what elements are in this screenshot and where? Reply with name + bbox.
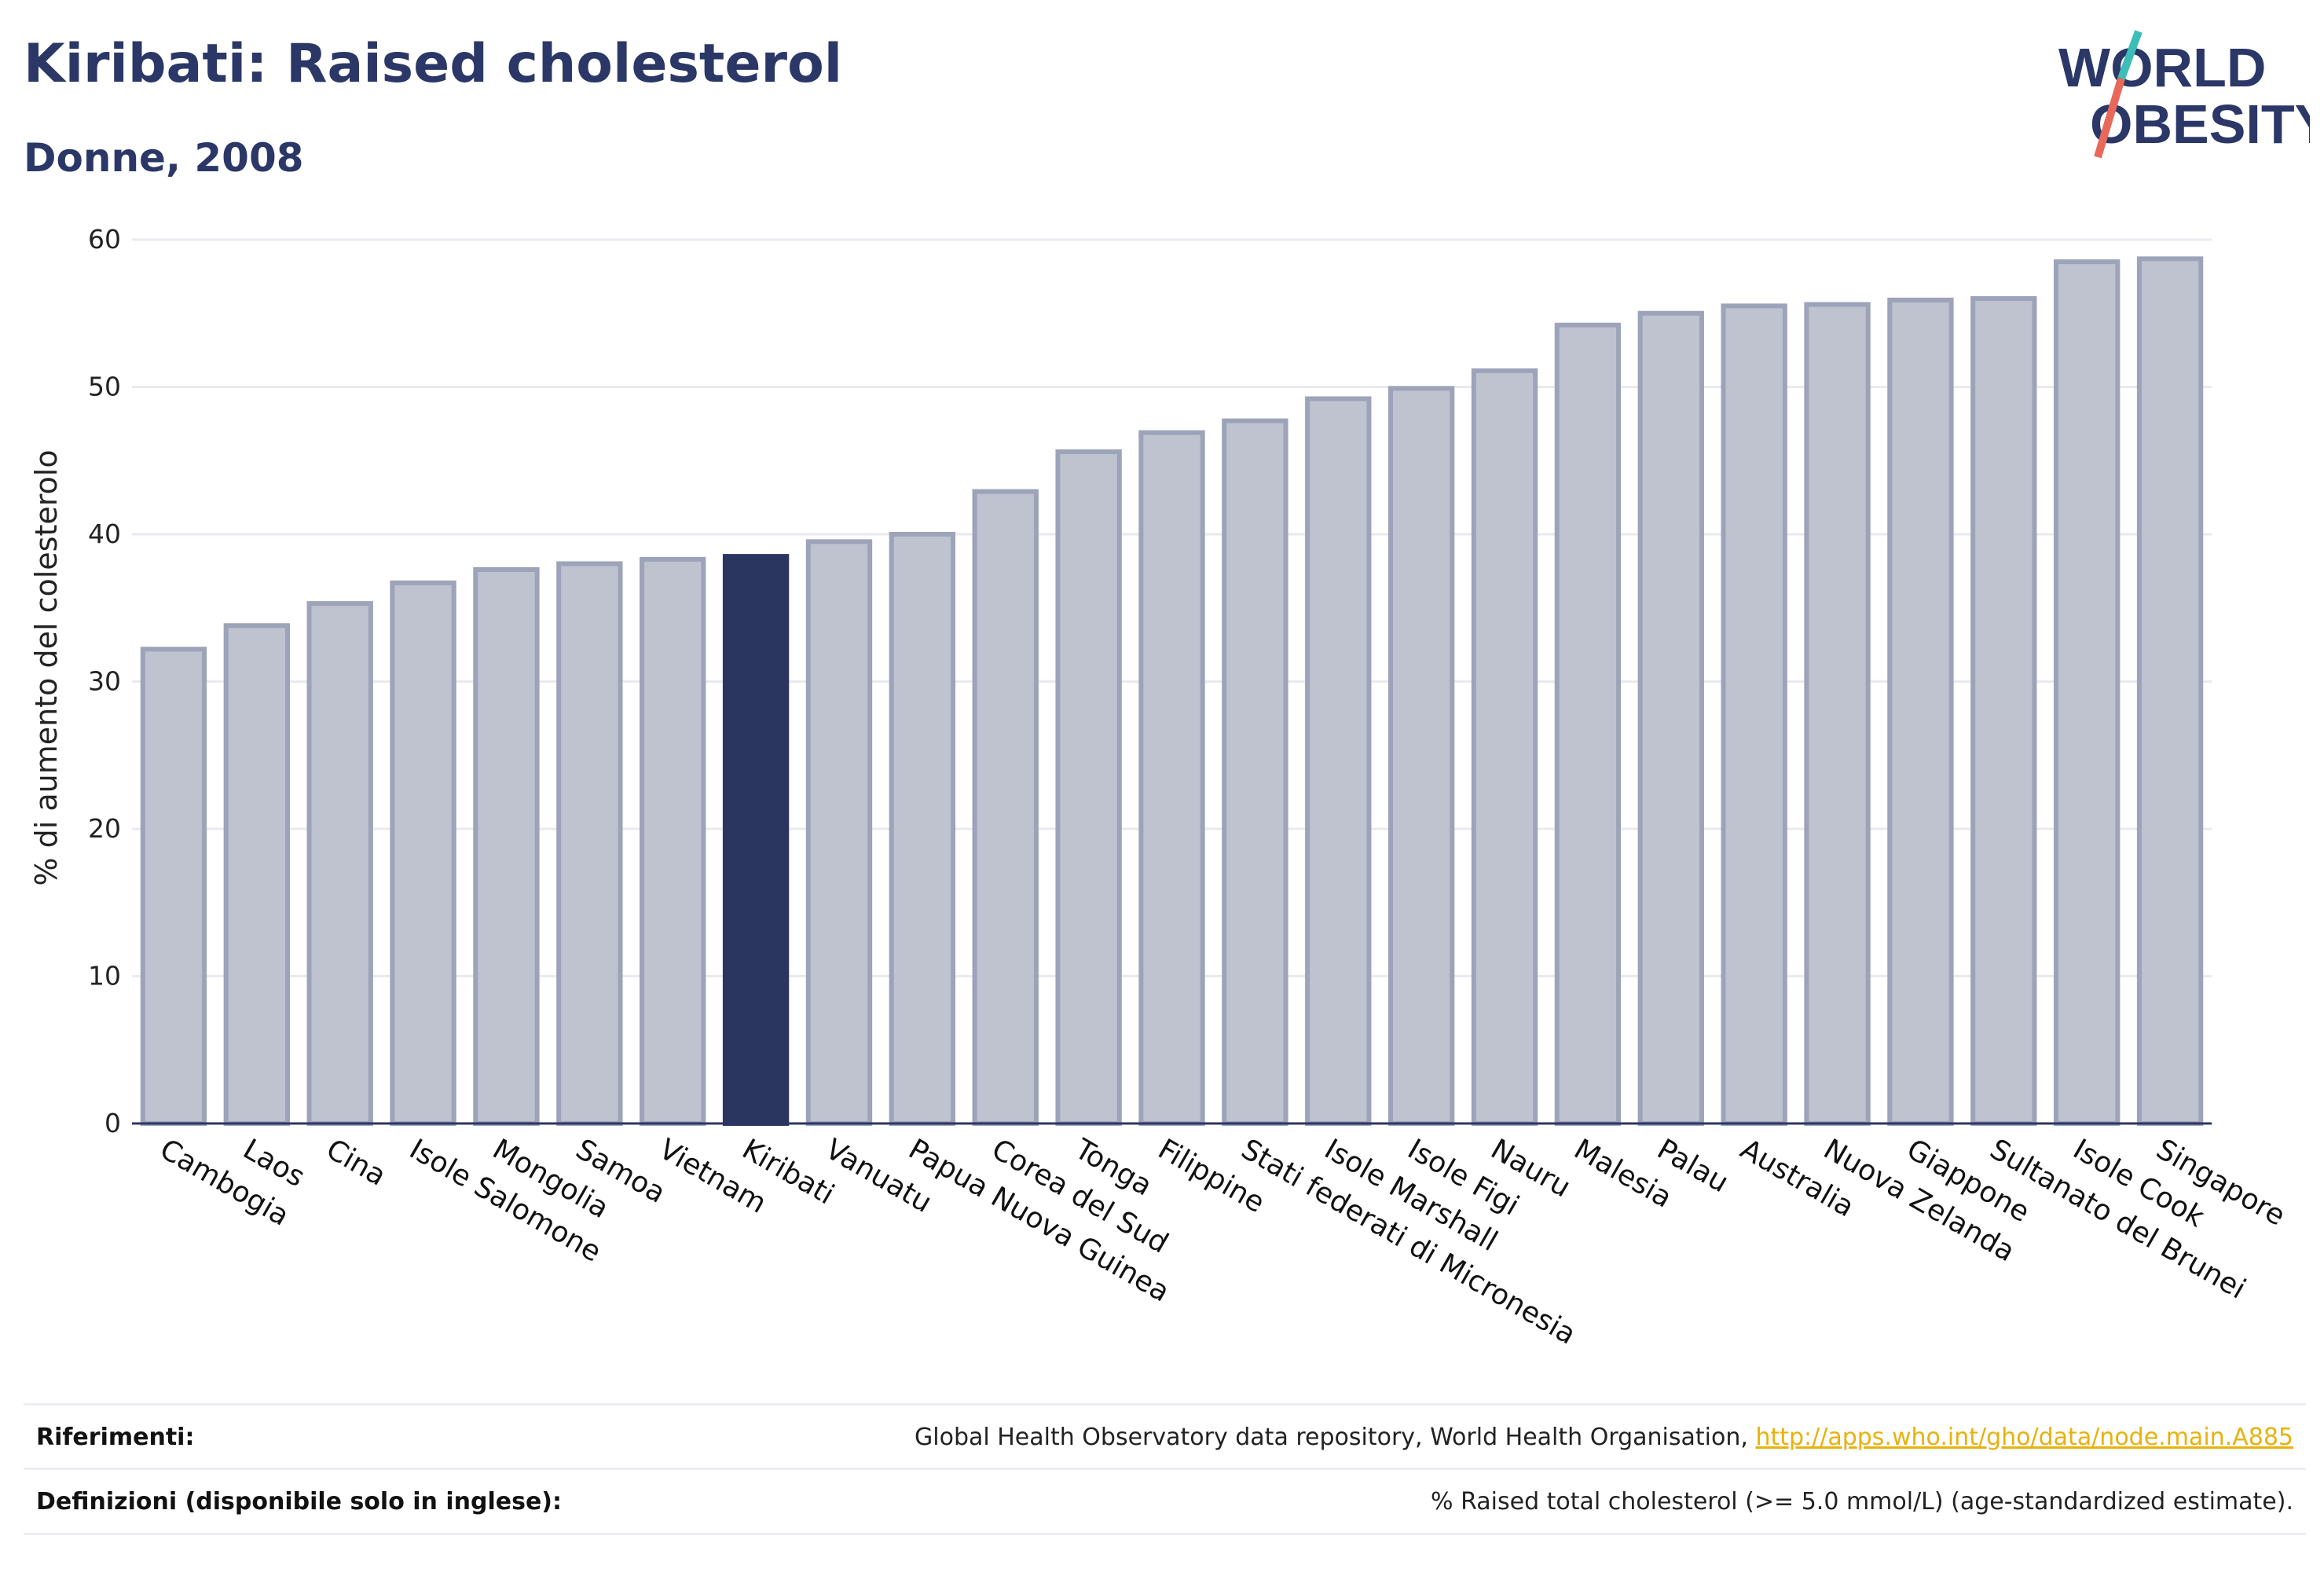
- y-tick-label: 60: [88, 224, 121, 255]
- y-tick-label: 50: [88, 372, 121, 402]
- bar: [1471, 368, 1538, 1126]
- y-tick-label: 30: [88, 666, 121, 697]
- bar: [556, 561, 623, 1126]
- bar: [473, 567, 540, 1126]
- bar: [805, 539, 873, 1126]
- bar: [1804, 302, 1871, 1126]
- references-link[interactable]: http://apps.who.int/gho/data/node.main.A…: [1755, 1423, 2293, 1451]
- references-text: Global Health Observatory data repositor…: [915, 1423, 1756, 1451]
- logo-line1: WORLD: [2058, 37, 2266, 98]
- bar: [1554, 322, 1622, 1126]
- y-tick-label: 40: [88, 519, 121, 549]
- y-tick-label: 0: [104, 1108, 121, 1138]
- bar: [390, 580, 456, 1126]
- bar: [1887, 297, 1954, 1126]
- bar: [1721, 303, 1787, 1126]
- page-title: Kiribati: Raised cholesterol: [24, 33, 843, 95]
- world-obesity-logo: WORLD OBESITY: [2058, 30, 2310, 159]
- definitions-row: Definizioni (disponibile solo in inglese…: [24, 1468, 2306, 1535]
- y-tick-label: 20: [88, 813, 121, 844]
- bar: [2054, 259, 2121, 1126]
- bar: [1055, 449, 1122, 1126]
- bars: [140, 256, 2204, 1126]
- bar: [889, 532, 956, 1126]
- bar: [972, 489, 1039, 1126]
- logo-slash-teal: [2117, 30, 2143, 80]
- bar: [1222, 418, 1288, 1126]
- definitions-text: % Raised total cholesterol (>= 5.0 mmol/…: [1431, 1487, 2293, 1516]
- bar: [306, 601, 373, 1126]
- logo-line2: OBESITY: [2090, 93, 2310, 155]
- x-tick-label: Cina: [321, 1133, 391, 1193]
- bar: [1637, 310, 1704, 1126]
- bar-highlight: [722, 554, 790, 1126]
- bar: [1970, 296, 2037, 1126]
- bar: [1138, 430, 1205, 1126]
- bar: [223, 623, 290, 1126]
- bar: [1387, 386, 1455, 1126]
- logo-slash-red: [2094, 77, 2125, 159]
- references-label: Riferimenti:: [36, 1423, 195, 1451]
- page-subtitle: Donne, 2008: [24, 135, 304, 181]
- bar: [140, 647, 207, 1126]
- bar: [2136, 256, 2204, 1126]
- definitions-label: Definizioni (disponibile solo in inglese…: [36, 1487, 562, 1516]
- bar: [640, 556, 706, 1126]
- bar: [1305, 396, 1372, 1126]
- y-tick-label: 10: [88, 961, 121, 991]
- references-row: Riferimenti: Global Health Observatory d…: [24, 1403, 2306, 1468]
- y-axis-label: % di aumento del colesterolo: [29, 449, 64, 885]
- references-value: Global Health Observatory data repositor…: [915, 1424, 2306, 1451]
